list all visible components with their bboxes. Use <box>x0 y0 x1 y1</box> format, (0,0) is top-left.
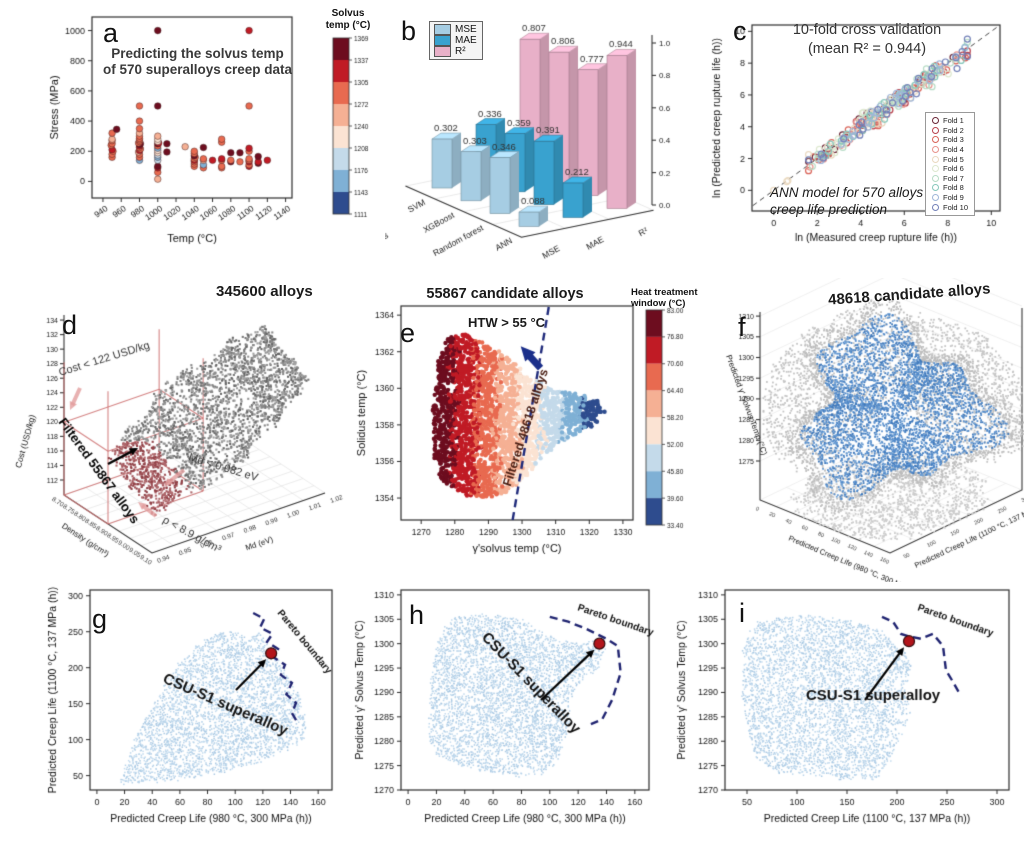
fold-legend-item: Fold 6 <box>932 164 968 174</box>
fold-label: Fold 9 <box>943 193 964 203</box>
fold-marker <box>932 126 939 134</box>
fold-label: Fold 6 <box>943 164 964 174</box>
panel-b-legend: MSE MAE R² <box>429 21 483 60</box>
fold-label: Fold 10 <box>943 202 969 212</box>
fold-label: Fold 1 <box>943 116 964 126</box>
fold-marker <box>932 165 939 173</box>
panel-b-letter: b <box>401 16 417 46</box>
legend-label: MAE <box>455 35 477 46</box>
panel-c-letter: c <box>733 16 747 46</box>
panel-i-letter: i <box>739 598 745 628</box>
panel-c-subtitle: (mean R² = 0.944) <box>807 41 927 57</box>
fold-marker <box>932 203 939 211</box>
panel-e-colorbar-title: Heat treatment window (°C) <box>631 287 698 309</box>
fold-marker <box>932 146 939 154</box>
legend-swatch <box>434 35 451 46</box>
fold-legend-item: Fold 4 <box>932 145 968 155</box>
panel-c-title: 10-fold cross validation <box>792 22 942 38</box>
panel-f-canvas <box>700 278 1024 582</box>
fold-legend-item: Fold 2 <box>932 126 968 136</box>
panel-d-canvas <box>12 280 348 574</box>
panel-e-title: 55867 candidate alloys <box>426 286 584 302</box>
legend-label: MSE <box>455 24 477 35</box>
fold-label: Fold 4 <box>943 145 964 155</box>
fold-legend-item: Fold 9 <box>932 193 968 203</box>
panel-e-letter: e <box>400 318 416 348</box>
panel-h-canvas <box>345 578 665 841</box>
panel-i-canvas <box>665 578 1024 841</box>
panel-a-title-line2: of 570 superalloys creep data <box>102 61 293 77</box>
fold-legend-item: Fold 3 <box>932 135 968 145</box>
legend-label: R² <box>455 46 466 57</box>
panel-c-annotation-line2: creep life prediction <box>770 202 888 217</box>
panel-a-canvas <box>40 5 380 268</box>
fold-marker <box>932 136 939 144</box>
fold-legend-item: Fold 1 <box>932 116 968 126</box>
panel-g-letter: g <box>92 604 108 634</box>
fold-marker <box>932 184 939 192</box>
fold-legend-item: Fold 10 <box>932 202 968 212</box>
panel-c-fold-legend: Fold 1 Fold 2 Fold 3 Fold 4 Fold 5 Fold 6 Fold… <box>925 112 976 216</box>
legend-item-R²: R² <box>434 46 477 57</box>
panel-c-annotation-line1: ANN model for 570 alloys <box>770 185 924 200</box>
legend-item-MAE: MAE <box>434 35 477 46</box>
fold-marker <box>932 194 939 202</box>
fold-label: Fold 2 <box>943 125 964 135</box>
panel-a-title-line1: Predicting the solvus temp <box>111 46 284 61</box>
fold-label: Fold 5 <box>943 154 964 164</box>
fold-legend-item: Fold 8 <box>932 183 968 193</box>
panel-a-colorbar-title: Solvus temp (°C) <box>325 8 371 31</box>
panel-e-canvas <box>345 280 707 574</box>
legend-swatch <box>434 46 451 57</box>
panel-f-letter: f <box>738 312 746 342</box>
panel-e-htw-annotation: HTW > 55 °C <box>468 315 546 330</box>
panel-g-canvas <box>40 578 345 841</box>
legend-item-MSE: MSE <box>434 24 477 35</box>
fold-legend-item: Fold 7 <box>932 174 968 184</box>
panel-a-title: Predicting the solvus temp of 570 supera… <box>90 46 305 77</box>
panel-d-letter: d <box>62 310 78 340</box>
fold-label: Fold 3 <box>943 135 964 145</box>
fold-marker <box>932 155 939 163</box>
fold-label: Fold 8 <box>943 183 964 193</box>
fold-legend-item: Fold 5 <box>932 154 968 164</box>
panel-d-title: 345600 alloys <box>216 283 313 300</box>
panel-a-letter: a <box>103 18 119 48</box>
legend-swatch <box>434 24 451 35</box>
fold-label: Fold 7 <box>943 173 964 183</box>
panel-h-letter: h <box>409 600 425 630</box>
fold-marker <box>932 174 939 182</box>
fold-marker <box>932 117 939 125</box>
